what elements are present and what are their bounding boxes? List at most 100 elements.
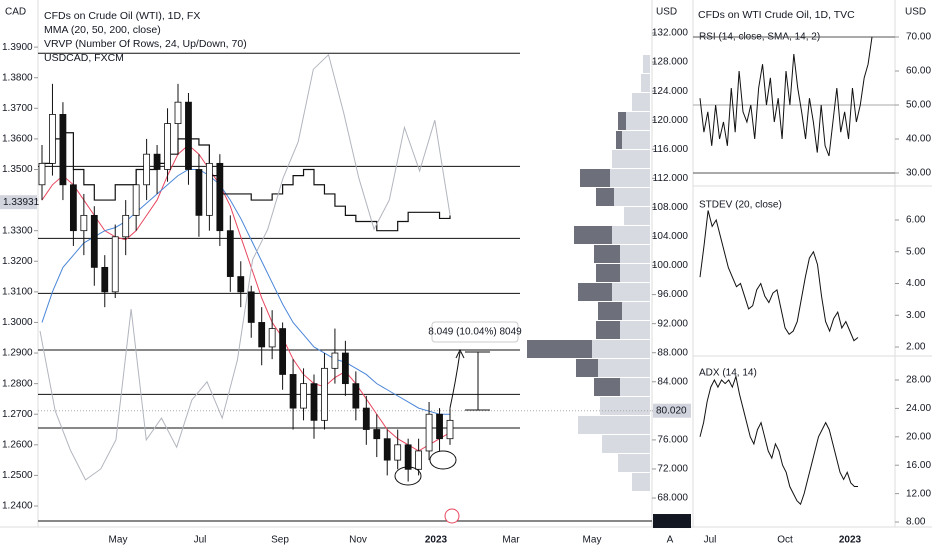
- series-line: [41, 144, 451, 452]
- profile-up: [598, 302, 622, 320]
- candle-body: [415, 450, 423, 470]
- right-unit: USD: [656, 7, 677, 18]
- profile-down: [622, 302, 650, 320]
- profile-up: [596, 321, 620, 339]
- y-tick-label: 12.00: [906, 488, 931, 499]
- y-tick-label: 1.3100: [2, 286, 33, 297]
- candle-body: [122, 214, 130, 238]
- y-tick-label: 28.00: [906, 375, 931, 386]
- profile-up: [618, 112, 626, 130]
- profile-down: [624, 207, 650, 225]
- y-tick-label: 50.00: [906, 100, 931, 111]
- indicator-line: [699, 36, 873, 157]
- y-tick-label: 1.3800: [2, 72, 33, 83]
- y-tick-label: 1.2600: [2, 439, 33, 450]
- x-tick-label: Oct: [777, 535, 793, 546]
- y-tick-label: 1.3600: [2, 134, 33, 145]
- candle-body: [132, 184, 140, 216]
- x-tick-label: Sep: [271, 535, 289, 546]
- profile-up: [578, 283, 612, 301]
- y2-tag: [653, 514, 691, 529]
- candle-body: [310, 383, 318, 421]
- y2-tick-label: 68.000: [657, 493, 688, 504]
- series-line: [42, 132, 451, 232]
- y-tick-label: 2.00: [906, 342, 926, 353]
- candle-body: [226, 230, 234, 277]
- indicator: MMA (20, 50, 200, close): [44, 24, 161, 36]
- profile-down: [600, 397, 650, 415]
- profile-up: [574, 226, 612, 244]
- x-tick-label: May: [583, 535, 602, 546]
- y2-tag-label: 64.838: [656, 516, 687, 527]
- y2-tick-label: 72.000: [657, 464, 688, 475]
- candle-body: [101, 266, 109, 293]
- candle-body: [153, 153, 161, 170]
- highlight: [394, 466, 422, 486]
- profile-down: [641, 74, 650, 92]
- y-tick-label: 1.3000: [2, 317, 33, 328]
- arrow: [449, 348, 465, 409]
- highlight: [429, 450, 457, 470]
- x-tick-label: 2023: [425, 535, 448, 546]
- candle-body: [216, 162, 224, 232]
- price-tag-label: 1.33931: [3, 197, 40, 208]
- profile-down: [602, 435, 650, 453]
- profile-down: [632, 473, 650, 491]
- x-tick-label: A: [667, 535, 674, 546]
- profile-up: [596, 264, 620, 282]
- candle-body: [205, 162, 213, 216]
- candle-body: [69, 184, 77, 232]
- profile-down: [622, 131, 650, 149]
- candle-body: [352, 383, 360, 409]
- candle-body: [185, 101, 192, 170]
- candle-body: [111, 236, 119, 293]
- y2-tick-label: 112.000: [653, 173, 689, 184]
- icon: [444, 508, 460, 524]
- candle-body: [143, 153, 151, 186]
- x-tick-label: May: [109, 535, 128, 546]
- y-tick-label: 70.00: [906, 32, 931, 43]
- series-line: [39, 53, 451, 481]
- x-tick-label: Nov: [349, 535, 367, 546]
- price-tag: [0, 195, 37, 210]
- profile-down: [598, 359, 650, 377]
- y-tick-label: 40.00: [906, 134, 931, 145]
- x-tick-label: Jul: [704, 535, 717, 546]
- y-tick-label: 8.00: [906, 517, 926, 528]
- candle-body: [59, 114, 67, 186]
- candle-body: [425, 413, 433, 452]
- y2-tick-label: 116.000: [653, 144, 689, 155]
- y-tick-label: 16.00: [906, 460, 931, 471]
- profile-up: [594, 378, 620, 396]
- indicator-line: [699, 374, 858, 506]
- profile-down: [592, 340, 650, 358]
- profile-down: [620, 321, 650, 339]
- y-tick-label: 1.2700: [2, 409, 33, 420]
- y-tick-label: 4.00: [906, 278, 926, 289]
- profile-down: [612, 150, 650, 168]
- profile-down: [612, 283, 650, 301]
- y2-tick-label: 84.000: [657, 376, 688, 387]
- profile-up: [594, 245, 620, 263]
- y-tick-label: 60.00: [906, 66, 931, 77]
- candle-body: [237, 276, 245, 293]
- candle-body: [331, 352, 339, 369]
- pane-title: ADX (14, 14): [699, 368, 757, 379]
- candle-body: [164, 123, 171, 170]
- candle-body: [321, 367, 328, 421]
- indicator-line: [699, 210, 859, 342]
- y-tick-label: 24.00: [906, 403, 931, 414]
- profile-down: [612, 226, 650, 244]
- panel-title: CFDs on WTI Crude Oil, 1D, TVC: [698, 9, 855, 21]
- profile-up: [616, 131, 622, 149]
- y-tick-label: 1.2800: [2, 378, 33, 389]
- y2-tick-label: 92.000: [657, 318, 688, 329]
- candle-body: [394, 444, 402, 461]
- indicator: USDCAD, FXCM: [44, 52, 124, 64]
- series-line: [41, 168, 450, 415]
- candle-body: [362, 407, 370, 430]
- candle-body: [404, 444, 412, 470]
- candle-body: [373, 429, 381, 440]
- candle-body: [174, 101, 182, 124]
